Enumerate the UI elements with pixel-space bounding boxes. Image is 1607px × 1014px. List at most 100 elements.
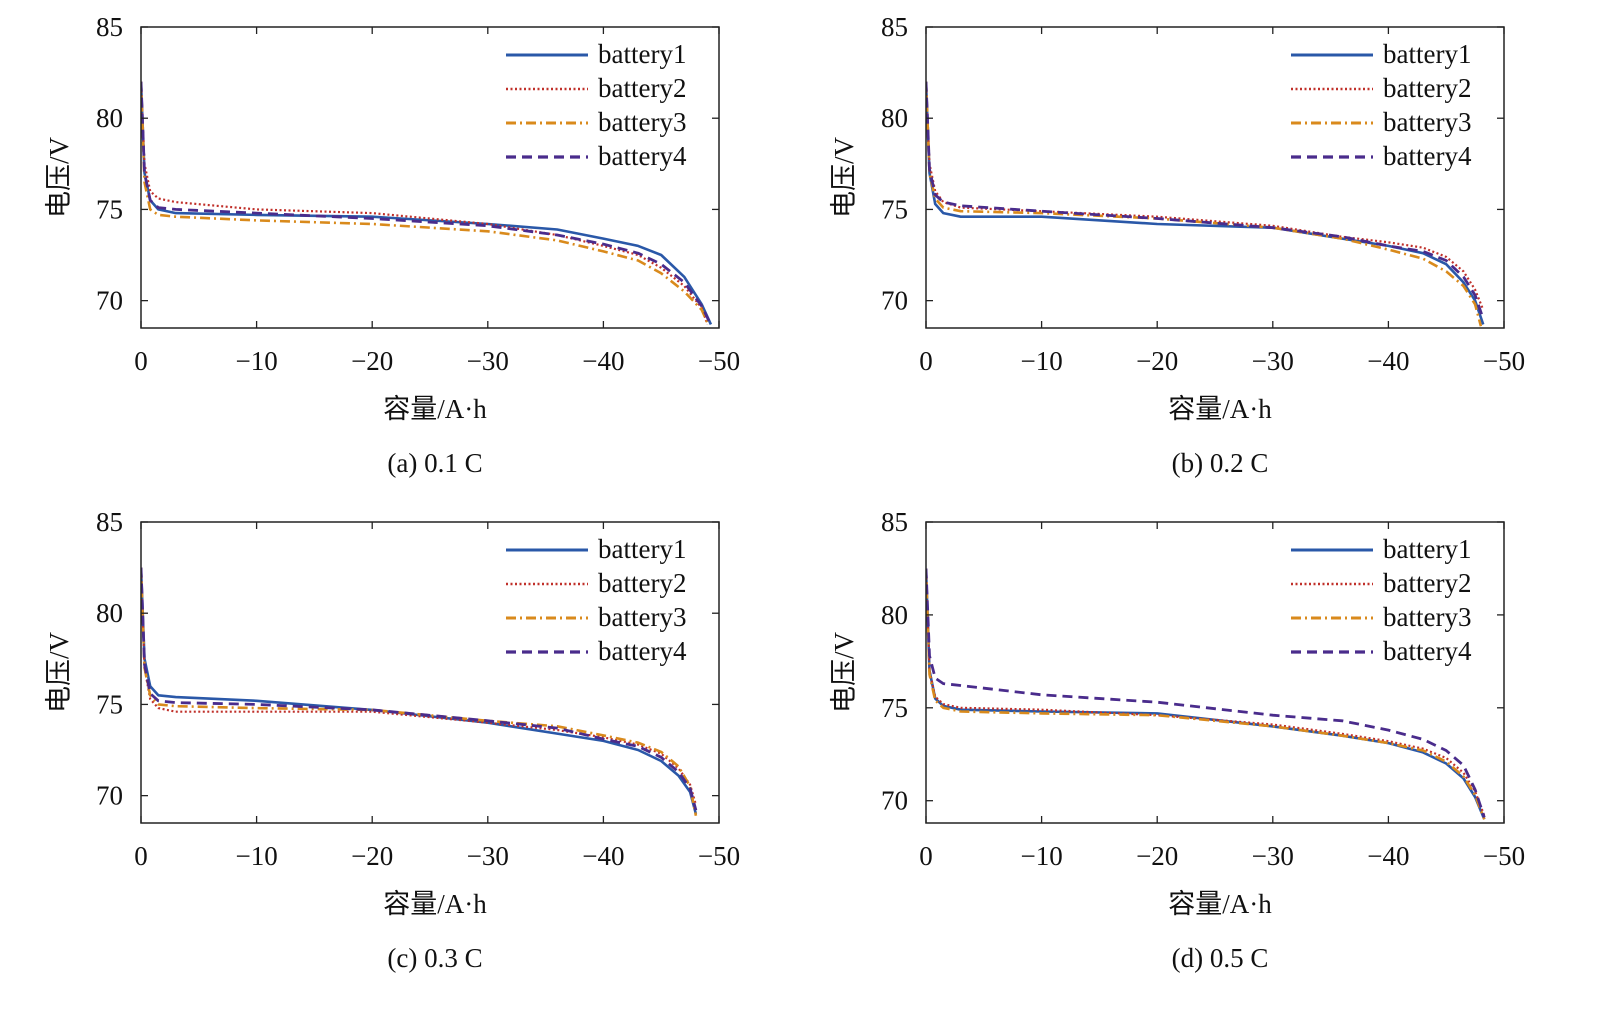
chart-panel-d: 0 −10 −20 −30 −40 −50 70 75 80 85 容量/A·h 电压/V batter… xyxy=(785,495,1565,1000)
x-tick-label: −20 xyxy=(1136,346,1178,376)
legend-label-battery3: battery3 xyxy=(1383,602,1471,632)
chart-panel-b: 0 −10 −20 −30 −40 −50 70 75 80 85 容量/A·h 电压/V batter… xyxy=(785,0,1565,505)
x-tick-label: 0 xyxy=(919,841,933,871)
chart-svg-b: 0 −10 −20 −30 −40 −50 70 75 80 85 容量/A·h 电压/V batter… xyxy=(829,12,1525,424)
plot-area xyxy=(926,568,1486,820)
x-tick-label: −30 xyxy=(467,346,509,376)
legend-label-battery3: battery3 xyxy=(1383,107,1471,137)
legend-label-battery2: battery2 xyxy=(1383,73,1471,103)
x-tick-label: −20 xyxy=(351,346,393,376)
chart-caption: (a) 0.1 C xyxy=(387,448,483,478)
y-tick-label: 75 xyxy=(881,194,908,224)
plot-area xyxy=(141,81,713,325)
x-tick-label: −50 xyxy=(1483,841,1525,871)
legend-label-battery2: battery2 xyxy=(598,568,686,598)
legend-label-battery2: battery2 xyxy=(1383,568,1471,598)
y-tick-label: 70 xyxy=(96,781,123,811)
plot-frame xyxy=(925,521,1505,824)
plot-area xyxy=(141,567,698,816)
y-tick-label: 70 xyxy=(881,286,908,316)
chart-svg-a: 0 −10 −20 −30 −40 −50 70 75 80 85 容量/A·h 电压/V batter… xyxy=(44,12,740,424)
chart-panel-c: 0 −10 −20 −30 −40 −50 70 75 80 85 容量/A·h 电压/V batter… xyxy=(0,495,780,1000)
x-tick-label: −10 xyxy=(1020,346,1062,376)
x-tick-label: −40 xyxy=(582,841,624,871)
y-axis-label: 电压/V xyxy=(44,631,74,713)
y-tick-label: 80 xyxy=(881,600,908,630)
x-tick-label: −10 xyxy=(235,346,277,376)
legend-label-battery1: battery1 xyxy=(1383,534,1471,564)
series-line-battery2 xyxy=(926,568,1486,816)
series-line-battery3 xyxy=(141,567,698,816)
legend: battery1 battery2 battery3 battery4 xyxy=(506,534,687,666)
plot-frame xyxy=(140,521,720,824)
x-tick-label: −40 xyxy=(1367,841,1409,871)
y-tick-label: 70 xyxy=(96,286,123,316)
y-tick-label: 80 xyxy=(96,103,123,133)
chart-svg-c: 0 −10 −20 −30 −40 −50 70 75 80 85 容量/A·h 电压/V batter… xyxy=(44,507,740,919)
x-axis-label: 容量/A·h xyxy=(1168,889,1272,919)
series-line-battery4 xyxy=(926,568,1486,818)
legend: battery1 battery2 battery3 battery4 xyxy=(1291,39,1472,171)
x-axis-label: 容量/A·h xyxy=(383,394,487,424)
series-line-battery2 xyxy=(926,81,1485,311)
x-tick-label: −40 xyxy=(582,346,624,376)
x-tick-label: −50 xyxy=(1483,346,1525,376)
y-axis-label: 电压/V xyxy=(829,136,859,218)
chart-panel-a: 0 −10 −20 −30 −40 −50 70 75 80 85 容量/A·h 电压/V batter… xyxy=(0,0,780,505)
legend: battery1 battery2 battery3 battery4 xyxy=(506,39,687,171)
x-tick-label: −10 xyxy=(1020,841,1062,871)
series-line-battery1 xyxy=(141,567,698,815)
legend-label-battery2: battery2 xyxy=(598,73,686,103)
y-axis-label: 电压/V xyxy=(44,136,74,218)
series-line-battery4 xyxy=(141,567,698,811)
legend-label-battery1: battery1 xyxy=(1383,39,1471,69)
legend-label-battery1: battery1 xyxy=(598,534,686,564)
y-tick-label: 80 xyxy=(96,598,123,628)
plot-frame xyxy=(925,26,1505,329)
legend-label-battery3: battery3 xyxy=(598,602,686,632)
chart-svg-d: 0 −10 −20 −30 −40 −50 70 75 80 85 容量/A·h 电压/V batter… xyxy=(829,507,1525,919)
y-tick-label: 85 xyxy=(881,12,908,42)
series-line-battery3 xyxy=(141,81,709,324)
y-tick-label: 85 xyxy=(96,12,123,42)
series-line-battery3 xyxy=(926,568,1486,820)
chart-caption: (b) 0.2 C xyxy=(1171,448,1269,478)
x-tick-label: −40 xyxy=(1367,346,1409,376)
legend: battery1 battery2 battery3 battery4 xyxy=(1291,534,1472,666)
x-tick-label: −50 xyxy=(698,841,740,871)
y-tick-label: 75 xyxy=(96,689,123,719)
y-axis-label: 电压/V xyxy=(829,631,859,713)
y-tick-label: 85 xyxy=(96,507,123,537)
y-tick-label: 80 xyxy=(881,103,908,133)
legend-label-battery3: battery3 xyxy=(598,107,686,137)
x-tick-label: −30 xyxy=(1252,841,1294,871)
y-tick-label: 75 xyxy=(96,194,123,224)
x-tick-label: −10 xyxy=(235,841,277,871)
plot-area xyxy=(926,81,1485,327)
chart-caption: (d) 0.5 C xyxy=(1171,943,1269,973)
x-axis-label: 容量/A·h xyxy=(383,889,487,919)
series-line-battery4 xyxy=(926,81,1485,320)
series-line-battery4 xyxy=(141,81,712,324)
legend-label-battery1: battery1 xyxy=(598,39,686,69)
plot-frame xyxy=(140,26,720,329)
legend-label-battery4: battery4 xyxy=(1383,636,1472,666)
x-axis-label: 容量/A·h xyxy=(1168,394,1272,424)
x-tick-label: 0 xyxy=(134,346,148,376)
legend-label-battery4: battery4 xyxy=(598,141,687,171)
y-tick-label: 85 xyxy=(881,507,908,537)
legend-label-battery4: battery4 xyxy=(1383,141,1472,171)
y-tick-label: 75 xyxy=(881,693,908,723)
x-tick-label: −20 xyxy=(351,841,393,871)
y-tick-label: 70 xyxy=(881,786,908,816)
x-tick-label: −30 xyxy=(1252,346,1294,376)
x-tick-label: 0 xyxy=(919,346,933,376)
x-tick-label: 0 xyxy=(134,841,148,871)
x-tick-label: −30 xyxy=(467,841,509,871)
series-line-battery2 xyxy=(141,81,709,325)
chart-caption: (c) 0.3 C xyxy=(387,943,483,973)
x-tick-label: −50 xyxy=(698,346,740,376)
legend-label-battery4: battery4 xyxy=(598,636,687,666)
x-tick-label: −20 xyxy=(1136,841,1178,871)
series-line-battery2 xyxy=(141,567,697,806)
